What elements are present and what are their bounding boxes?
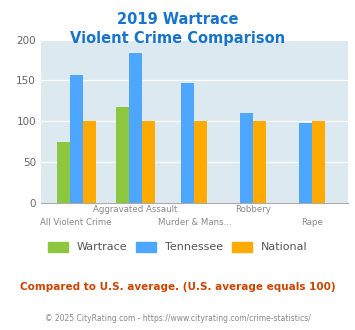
Text: Rape: Rape: [301, 218, 323, 227]
Bar: [142, 121, 155, 203]
Text: Compared to U.S. average. (U.S. average equals 100): Compared to U.S. average. (U.S. average …: [20, 282, 335, 292]
Bar: [116, 107, 129, 203]
Bar: [57, 142, 70, 203]
Bar: [181, 83, 195, 203]
Bar: [129, 53, 142, 203]
Bar: [240, 113, 253, 203]
Text: All Violent Crime: All Violent Crime: [40, 218, 112, 227]
Bar: [70, 75, 83, 203]
Bar: [253, 121, 266, 203]
Text: Aggravated Assault: Aggravated Assault: [93, 205, 178, 214]
Legend: Wartrace, Tennessee, National: Wartrace, Tennessee, National: [43, 237, 312, 257]
Text: Murder & Mans...: Murder & Mans...: [158, 218, 231, 227]
Bar: [83, 121, 96, 203]
Text: Violent Crime Comparison: Violent Crime Comparison: [70, 31, 285, 46]
Bar: [300, 123, 312, 203]
Text: Robbery: Robbery: [235, 205, 271, 214]
Text: © 2025 CityRating.com - https://www.cityrating.com/crime-statistics/: © 2025 CityRating.com - https://www.city…: [45, 314, 310, 323]
Bar: [195, 121, 207, 203]
Bar: [312, 121, 326, 203]
Text: 2019 Wartrace: 2019 Wartrace: [117, 12, 238, 26]
